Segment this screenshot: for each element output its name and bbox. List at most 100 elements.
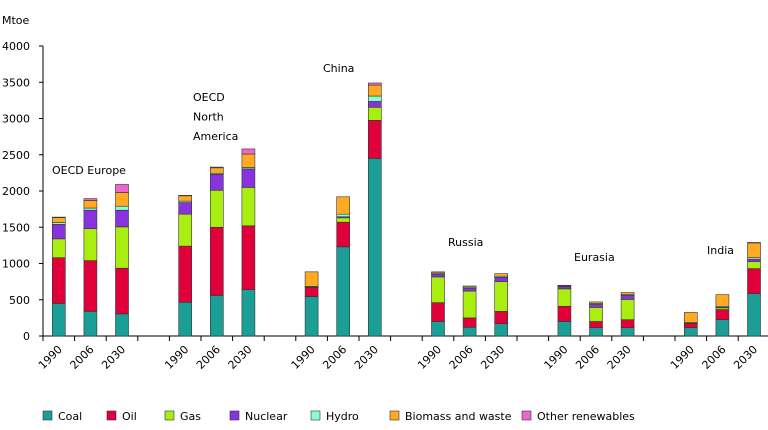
bar-segment-gas [178, 213, 192, 247]
bar-segment-biomass-and-waste [557, 284, 572, 287]
bar-segment-coal [620, 327, 635, 337]
legend-item-biomass-and-waste: Biomass and waste [389, 410, 512, 423]
legend-item-nuclear: Nuclear [229, 410, 288, 423]
y-tick-label: 2000 [2, 185, 30, 198]
bar-eurasia-2006 [589, 301, 603, 337]
legend-swatch [389, 410, 400, 421]
bar-segment-nuclear [241, 168, 256, 188]
bar-segment-gas [557, 288, 572, 307]
bar-segment-gas [241, 187, 256, 227]
bar-segment-hydro [367, 95, 382, 102]
bar-segment-other-renewables [747, 242, 761, 244]
bar-segment-oil [51, 257, 66, 304]
legend-item-gas: Gas [164, 410, 201, 423]
bar-segment-oil [747, 268, 761, 294]
y-axis: 0 500 1000 1500 2000 2500 3000 3500 4000 [2, 40, 44, 343]
x-tick-label: 2030 [731, 343, 760, 372]
bar-segment-other-renewables [178, 195, 192, 197]
x-tick-label: 1990 [36, 343, 65, 372]
bar-segment-gas [51, 238, 66, 259]
bar-segment-nuclear [462, 287, 477, 292]
bar-oecd-north-america-2030 [241, 148, 256, 337]
bar-segment-nuclear [747, 258, 761, 262]
bar-india-2030 [747, 242, 761, 337]
bar-india-1990 [683, 312, 698, 337]
x-tick-label: 2006 [700, 343, 729, 372]
bar-segment-nuclear [115, 209, 129, 228]
x-tick-label: 1990 [289, 343, 318, 372]
bar-segment-oil [589, 321, 603, 328]
bar-segment-gas [620, 299, 635, 320]
legend-label: Biomass and waste [405, 410, 512, 423]
bar-segment-biomass-and-waste [83, 200, 98, 209]
bar-segment-coal [589, 327, 603, 337]
bar-oecd-north-america-2006 [210, 166, 224, 337]
bar-segment-biomass-and-waste [683, 312, 698, 323]
x-tick-label: 2006 [320, 343, 349, 372]
bar-segment-coal [210, 295, 224, 337]
group-label: OECD [193, 91, 225, 104]
y-tick-label: 0 [23, 330, 30, 343]
bar-segment-coal [178, 301, 192, 337]
y-tick-label: 1500 [2, 221, 30, 234]
bar-segment-gas [431, 276, 445, 303]
bar-segment-gas [367, 106, 382, 121]
x-tick-label: 2006 [573, 343, 602, 372]
bar-segment-hydro [115, 205, 129, 211]
bar-segment-other-renewables [115, 184, 129, 193]
bar-segment-oil [367, 120, 382, 159]
x-axis: 1990 2006 2030 1990 2006 2030 1990 2006 2030 1990… [36, 335, 768, 372]
legend-swatch [42, 410, 53, 421]
bar-segment-coal [431, 321, 445, 337]
bar-segment-biomass-and-waste [210, 167, 224, 174]
legend-swatch [229, 410, 240, 421]
bar-segment-nuclear [494, 276, 509, 282]
legend-label: Nuclear [245, 410, 288, 423]
bar-segment-coal [51, 303, 66, 337]
bar-segment-oil [715, 309, 730, 320]
bar-segment-biomass-and-waste [431, 271, 445, 274]
bar-segment-nuclear [557, 286, 572, 290]
bar-segment-gas [589, 307, 603, 322]
bar-segment-other-renewables [83, 198, 98, 201]
bar-segment-hydro [83, 207, 98, 211]
bar-segment-biomass-and-waste [178, 195, 192, 202]
group-label: North [193, 111, 224, 124]
y-tick-label: 1000 [2, 258, 30, 271]
bar-segment-biomass-and-waste [336, 196, 351, 215]
bar-segment-nuclear [431, 273, 445, 278]
bar-segment-biomass-and-waste [462, 285, 477, 288]
bar-segment-coal [715, 319, 730, 337]
bar-russia-1990 [431, 271, 445, 337]
x-tick-label: 2030 [226, 343, 255, 372]
bar-india-2006 [715, 294, 730, 337]
x-tick-label: 1990 [542, 343, 571, 372]
legend-swatch [521, 410, 532, 421]
bar-segment-oil [336, 221, 351, 248]
group-label: India [707, 244, 734, 257]
bar-segment-nuclear [178, 202, 192, 215]
bar-segment-oil [557, 305, 572, 322]
bar-segment-coal [83, 311, 98, 337]
x-tick-label: 2006 [194, 343, 223, 372]
bar-segment-nuclear [83, 209, 98, 229]
bar-segment-oil [178, 245, 192, 303]
y-tick-label: 3000 [2, 113, 30, 126]
y-tick-label: 500 [9, 294, 30, 307]
bar-segment-oil [304, 287, 319, 297]
x-tick-label: 2030 [478, 343, 507, 372]
bar-segment-coal [683, 327, 698, 337]
bar-oecd-europe-2006 [83, 198, 98, 337]
legend-label: Other renewables [537, 410, 635, 423]
legend-swatch [164, 410, 175, 421]
bar-segment-nuclear [589, 304, 603, 308]
bar-segment-gas [747, 261, 761, 269]
x-tick-label: 2006 [68, 343, 97, 372]
bar-segment-gas [336, 217, 351, 223]
bar-segment-nuclear [210, 174, 224, 191]
x-tick-label: 1990 [162, 343, 191, 372]
bar-segment-oil [620, 319, 635, 328]
legend-swatch [106, 410, 117, 421]
bar-segment-oil [683, 323, 698, 328]
legend: Coal Oil Gas Nuclear Hydro Biomass and waste O… [42, 410, 635, 423]
